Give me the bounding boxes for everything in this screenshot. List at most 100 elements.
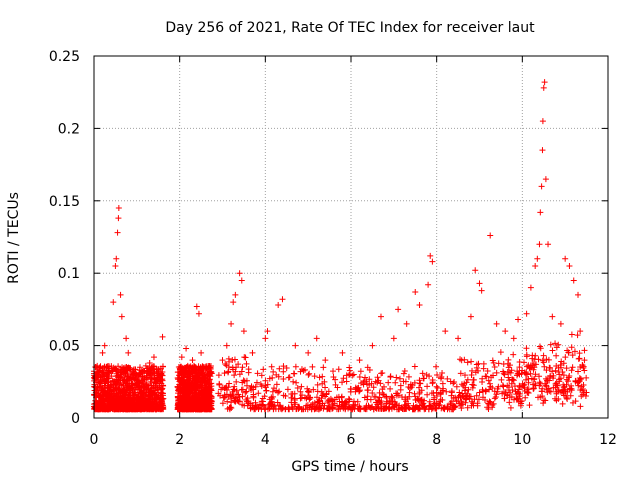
data-point (159, 333, 166, 340)
data-point (181, 406, 188, 413)
data-point (430, 390, 437, 397)
data-point (511, 396, 518, 403)
data-point (273, 381, 280, 388)
data-points (91, 79, 590, 413)
data-point (268, 363, 275, 370)
data-point (379, 369, 386, 376)
data-point (157, 406, 164, 413)
data-point (476, 389, 483, 396)
data-point (547, 373, 554, 380)
data-point (561, 383, 568, 390)
data-point (145, 392, 152, 399)
data-point (362, 374, 369, 381)
data-point (500, 370, 507, 377)
data-point (577, 328, 584, 335)
data-point (437, 396, 444, 403)
data-point (458, 405, 465, 412)
data-point (117, 403, 124, 410)
data-point (388, 393, 395, 400)
data-point (215, 390, 222, 397)
data-point (491, 395, 498, 402)
data-point (429, 380, 436, 387)
data-point (195, 405, 202, 412)
data-point (536, 241, 543, 248)
data-point (260, 402, 267, 409)
data-point (479, 375, 486, 382)
data-point (123, 335, 130, 342)
data-point (120, 364, 127, 371)
data-point (138, 378, 145, 385)
data-point (235, 391, 242, 398)
data-point (347, 406, 354, 413)
data-point (104, 375, 111, 382)
data-point (555, 341, 562, 348)
data-point (143, 375, 150, 382)
data-point (356, 373, 363, 380)
data-point (216, 380, 223, 387)
data-point (553, 397, 560, 404)
data-point (429, 258, 436, 265)
data-point (233, 364, 240, 371)
data-point (402, 398, 409, 405)
data-point (356, 387, 363, 394)
data-point (479, 388, 486, 395)
data-point (470, 382, 477, 389)
data-point (343, 400, 350, 407)
data-point (453, 383, 460, 390)
data-point (505, 374, 512, 381)
data-point (262, 382, 269, 389)
data-point (243, 360, 250, 367)
data-point (184, 385, 191, 392)
data-point (313, 394, 320, 401)
data-point (458, 399, 465, 406)
data-point (293, 406, 300, 413)
data-point (458, 381, 465, 388)
data-point (554, 382, 561, 389)
data-point (432, 405, 439, 412)
data-point (392, 379, 399, 386)
data-point (148, 376, 155, 383)
data-point (383, 394, 390, 401)
y-tick-label: 0.1 (58, 266, 80, 282)
data-point (126, 392, 133, 399)
data-point (545, 356, 552, 363)
data-point (525, 375, 532, 382)
data-point (201, 393, 208, 400)
data-point (146, 359, 153, 366)
data-point (124, 405, 131, 412)
data-point (563, 365, 570, 372)
data-point (208, 393, 215, 400)
data-point (369, 342, 376, 349)
data-point (402, 406, 409, 413)
data-point (275, 373, 282, 380)
data-point (189, 403, 196, 410)
data-point (148, 365, 155, 372)
data-point (298, 383, 305, 390)
data-point (151, 405, 158, 412)
data-point (409, 406, 416, 413)
data-point (320, 391, 327, 398)
y-tick-label: 0.15 (49, 194, 80, 210)
x-tick-label: 10 (513, 432, 531, 448)
data-point (106, 404, 113, 411)
data-point (542, 176, 549, 183)
data-point (499, 390, 506, 397)
data-point (99, 406, 106, 413)
data-point (527, 284, 534, 291)
data-point (309, 403, 316, 410)
data-point (569, 364, 576, 371)
data-point (243, 382, 250, 389)
data-point (468, 372, 475, 379)
x-axis-ticks: 0 2 4 6 8 10 12 (90, 56, 617, 448)
data-point (400, 370, 407, 377)
data-point (219, 357, 226, 364)
data-point (570, 277, 577, 284)
data-point (303, 402, 310, 409)
data-point (539, 147, 546, 154)
data-point (253, 379, 260, 386)
data-point (547, 341, 554, 348)
data-point (195, 310, 202, 317)
data-point (486, 380, 493, 387)
data-point (118, 313, 125, 320)
data-point (242, 389, 249, 396)
